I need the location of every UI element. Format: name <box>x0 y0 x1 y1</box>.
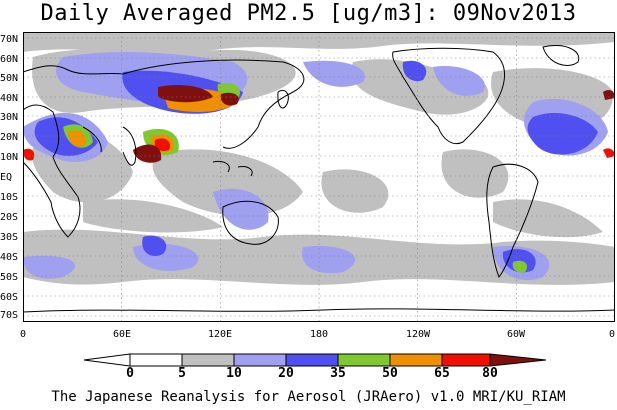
legend-label: 0 <box>126 366 134 381</box>
footer-credit: The Japanese Reanalysis for Aerosol (JRA… <box>51 389 566 405</box>
legend-swatch <box>181 353 235 367</box>
lat-label: 60S <box>0 292 19 303</box>
legend-swatch <box>129 353 183 367</box>
lat-label: 60N <box>0 54 19 65</box>
legend-label: 35 <box>330 366 346 381</box>
lat-label: 10N <box>0 152 19 163</box>
lon-label: 0 <box>608 329 616 340</box>
lat-label: 70N <box>0 34 19 45</box>
lat-label: 20S <box>0 212 19 223</box>
lon-label: 180 <box>309 329 329 340</box>
legend-label: 65 <box>434 366 450 381</box>
color-legend <box>83 353 547 367</box>
legend-swatch <box>285 353 339 367</box>
lon-label: 60E <box>112 329 132 340</box>
legend-swatch <box>337 353 391 367</box>
coastlines <box>23 45 615 313</box>
legend-label: 5 <box>178 366 186 381</box>
lat-label: 50S <box>0 272 19 283</box>
legend-swatch <box>441 353 491 367</box>
lat-label: 40S <box>0 252 19 263</box>
legend-low-arrow <box>83 353 131 367</box>
legend-swatch <box>389 353 443 367</box>
lat-label: 20N <box>0 132 19 143</box>
lat-label: EQ <box>0 172 13 183</box>
lat-label: 40N <box>0 93 19 104</box>
lon-label: 60W <box>506 329 526 340</box>
map-border <box>23 32 615 322</box>
lon-label: 120W <box>405 329 431 340</box>
lat-label: 70S <box>0 310 19 321</box>
legend-swatch <box>233 353 287 367</box>
pm25-map <box>23 32 615 322</box>
lat-label: 30S <box>0 232 19 243</box>
lon-label: 0 <box>19 329 27 340</box>
grid <box>23 32 615 322</box>
legend-label: 80 <box>482 366 498 381</box>
legend-label: 20 <box>278 366 294 381</box>
map-title: Daily Averaged PM2.5 [ug/m3]: 09Nov2013 <box>40 1 577 26</box>
lat-label: 10S <box>0 192 19 203</box>
lat-label: 30N <box>0 112 19 123</box>
lat-label: 50N <box>0 73 19 84</box>
lon-label: 120E <box>207 329 233 340</box>
legend-label: 10 <box>226 366 242 381</box>
legend-high-arrow <box>489 353 547 367</box>
legend-label: 50 <box>382 366 398 381</box>
